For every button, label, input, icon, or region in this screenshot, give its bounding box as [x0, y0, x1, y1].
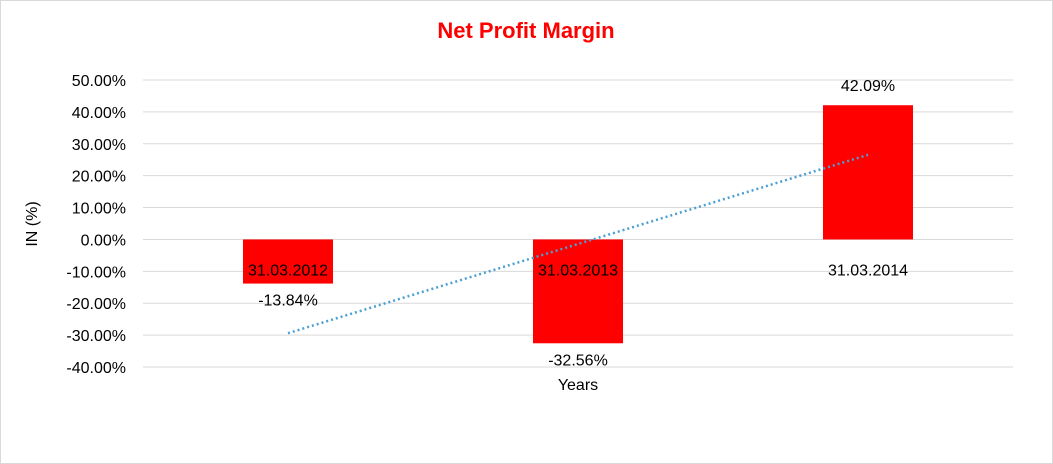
x-category-label: 31.03.2014	[828, 262, 908, 279]
x-axis-label: Years	[558, 377, 598, 394]
labels: 31.03.2012 -13.84% 31.03.2013 -32.56% 31.03.…	[248, 78, 908, 369]
data-label: -13.84%	[258, 293, 318, 310]
y-tick-label: -20.00%	[66, 296, 126, 313]
y-tick-label: 20.00%	[72, 169, 126, 186]
y-tick-label: -30.00%	[66, 328, 126, 345]
bar-31.03.2013	[533, 239, 623, 344]
x-category-label: 31.03.2012	[248, 262, 328, 279]
bar-31.03.2014	[823, 105, 913, 240]
y-tick-label: -40.00%	[66, 360, 126, 377]
data-label: -32.56%	[548, 352, 608, 369]
bars	[243, 105, 913, 344]
y-tick-label: -10.00%	[66, 264, 126, 281]
chart-title: Net Profit Margin	[437, 18, 614, 43]
y-tick-label: 10.00%	[72, 201, 126, 218]
data-label: 42.09%	[841, 78, 895, 95]
linear-trendline	[287, 153, 869, 335]
trendline-layer	[287, 153, 869, 335]
y-axis-label: IN (%)	[24, 201, 41, 246]
bar-31.03.2012	[243, 239, 333, 284]
y-tick-label: 0.00%	[81, 232, 126, 249]
x-category-label: 31.03.2013	[538, 262, 618, 279]
y-axis-ticks: 50.00% 40.00% 30.00% 20.00% 10.00% 0.00% -10.0…	[66, 73, 126, 377]
y-tick-label: 30.00%	[72, 137, 126, 154]
y-tick-label: 50.00%	[72, 73, 126, 90]
y-tick-label: 40.00%	[72, 105, 126, 122]
